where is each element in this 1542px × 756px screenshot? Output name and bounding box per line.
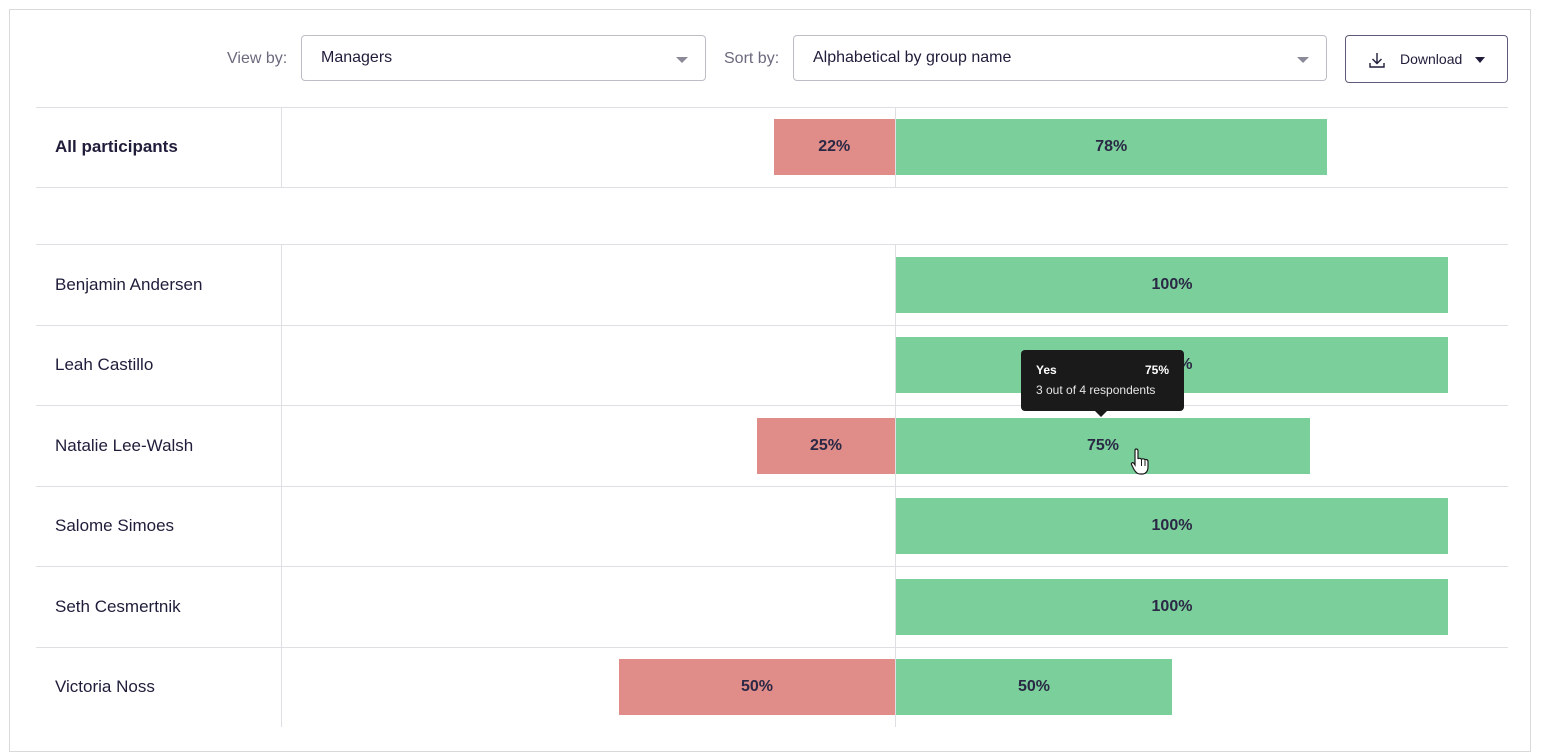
view-by-select[interactable]: Managers — [301, 35, 706, 81]
bar-label: 78% — [1095, 138, 1128, 155]
row-divider — [36, 647, 1508, 648]
bar-label: 50% — [740, 678, 774, 695]
bar-positive[interactable]: 78% — [896, 119, 1327, 175]
view-by-value: Managers — [321, 49, 393, 66]
row-divider — [36, 107, 1508, 108]
row-divider — [36, 566, 1508, 567]
chevron-down-icon — [1297, 57, 1309, 63]
row-divider — [36, 244, 1508, 245]
bar-label: 50% — [1017, 678, 1051, 695]
chevron-down-icon — [676, 57, 688, 63]
caret-down-icon — [1475, 57, 1485, 63]
sort-by-value: Alphabetical by group name — [813, 49, 1012, 66]
row-label: Natalie Lee-Walsh — [55, 436, 194, 455]
bar-label: 100% — [1151, 517, 1193, 534]
bar-positive[interactable]: 100% — [896, 579, 1448, 635]
tooltip-percent: 75% — [1144, 363, 1169, 377]
tooltip-detail: 3 out of 4 respondents — [1036, 383, 1156, 397]
row-divider — [36, 486, 1508, 487]
tooltip-label: Yes — [1036, 363, 1057, 377]
name-column-divider — [281, 244, 282, 727]
row-label: Salome Simoes — [55, 516, 175, 535]
tooltip-arrow — [1095, 411, 1107, 417]
bar-positive[interactable]: 75% — [896, 418, 1310, 474]
download-icon — [1369, 53, 1385, 68]
row-label: All participants — [55, 137, 178, 156]
zero-baseline — [895, 107, 896, 187]
row-divider — [36, 187, 1508, 188]
row-divider — [36, 325, 1508, 326]
hand-cursor-icon — [1130, 448, 1149, 475]
results-panel: View by: Managers Sort by: Alphabetical … — [9, 9, 1531, 752]
bar-positive[interactable]: 50% — [896, 659, 1172, 715]
bar-negative[interactable]: 25% — [757, 418, 895, 474]
row-divider — [36, 405, 1508, 406]
row-label: Benjamin Andersen — [55, 275, 203, 294]
row-label: Seth Cesmertnik — [55, 597, 181, 616]
bar-negative[interactable]: 50% — [619, 659, 895, 715]
download-button[interactable]: Download — [1345, 35, 1508, 83]
name-column-divider — [281, 107, 282, 187]
bar-label: 25% — [809, 437, 843, 454]
bar-label: 100% — [1151, 598, 1193, 615]
bar-label: 100% — [1151, 276, 1193, 293]
bar-positive[interactable]: 100% — [896, 498, 1448, 554]
zero-baseline — [895, 244, 896, 727]
row-label: Leah Castillo — [55, 355, 154, 374]
row-label: Victoria Noss — [55, 677, 155, 696]
sort-by-select[interactable]: Alphabetical by group name — [793, 35, 1327, 81]
bar-positive[interactable]: 100% — [896, 257, 1448, 313]
toolbar: View by: Managers Sort by: Alphabetical … — [10, 10, 1530, 108]
download-label: Download — [1400, 51, 1463, 67]
bar-label: 75% — [1086, 437, 1120, 454]
sort-by-label: Sort by: — [724, 50, 780, 67]
bar-label: 22% — [818, 138, 851, 155]
bar-negative[interactable]: 22% — [773, 119, 895, 175]
tooltip: Yes 75% 3 out of 4 respondents — [1021, 350, 1184, 417]
view-by-label: View by: — [227, 50, 288, 67]
